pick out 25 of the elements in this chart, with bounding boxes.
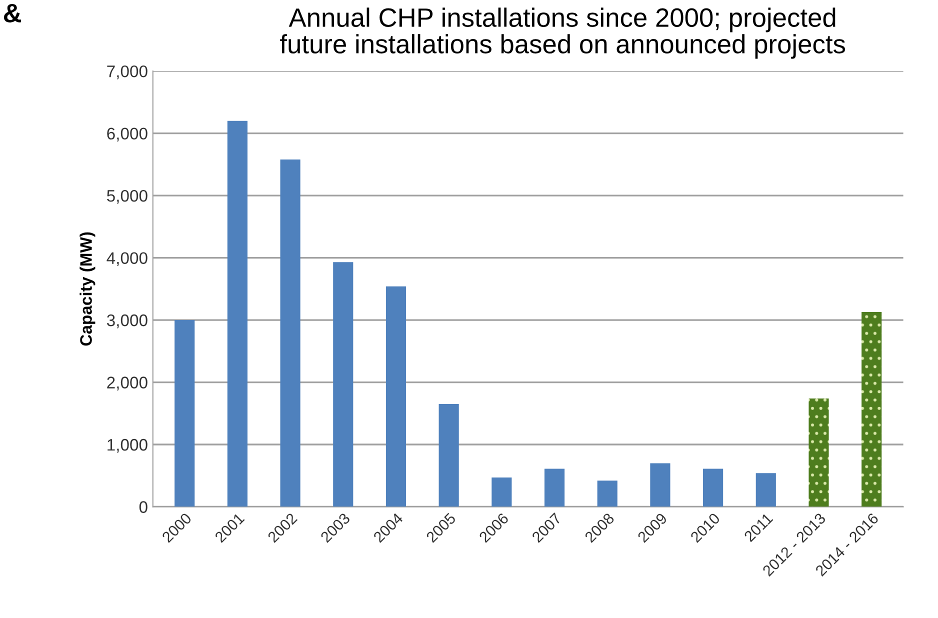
y-tick-label: 0	[139, 501, 148, 513]
chart-title: Annual CHP installations since 2000; projected future installations based on announced projects	[280, 8, 846, 59]
y-axis-title: Capacity (MW)	[80, 232, 96, 346]
bar	[544, 468, 565, 507]
y-tick-label: 1,000	[108, 438, 148, 453]
bar	[756, 473, 776, 507]
bar	[492, 478, 512, 507]
bar	[650, 463, 670, 507]
bar	[227, 120, 248, 507]
bar	[808, 398, 829, 507]
bar	[703, 468, 724, 507]
bar	[862, 312, 882, 507]
bar	[174, 320, 195, 507]
y-tick-label: 6,000	[107, 128, 148, 142]
bar	[597, 480, 618, 507]
y-tick-label: 2,000	[107, 376, 148, 390]
y-tick-label: 5,000	[106, 190, 148, 204]
text: &	[4, 4, 22, 22]
bar	[280, 159, 300, 507]
bar	[438, 404, 459, 507]
bar	[386, 286, 406, 507]
y-tick-label: 4,000	[106, 252, 148, 266]
y-tick-label: 7,000	[107, 65, 148, 80]
bar	[333, 262, 354, 507]
y-tick-label: 3,000	[106, 314, 148, 328]
